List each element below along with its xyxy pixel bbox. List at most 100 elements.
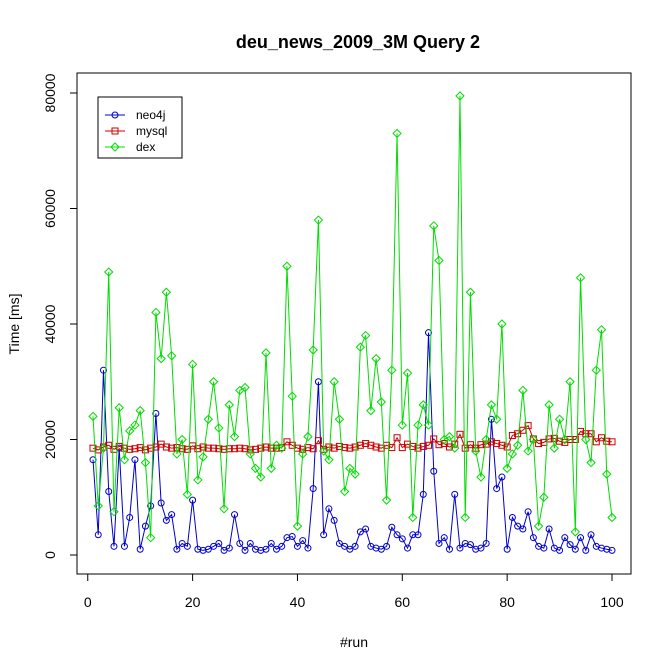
legend-marker-mysql: [111, 127, 119, 135]
data-point-mysql: [262, 443, 270, 451]
data-point-dex: [88, 411, 98, 422]
data-point-mysql: [456, 430, 464, 438]
data-point-mysql: [136, 444, 144, 452]
data-point-mysql: [346, 444, 354, 452]
data-point-dex: [360, 330, 371, 341]
data-point-neo4j: [351, 542, 359, 550]
data-point-neo4j: [388, 523, 396, 531]
data-point-dex: [208, 377, 219, 387]
data-point-neo4j: [257, 546, 265, 554]
data-point-dex: [256, 472, 266, 482]
data-point-dex: [507, 449, 518, 459]
data-point-neo4j: [110, 542, 118, 550]
data-point-neo4j: [598, 544, 606, 552]
data-point-neo4j: [162, 516, 170, 524]
data-point-mysql: [477, 441, 485, 449]
data-point-neo4j: [566, 541, 574, 549]
data-point-dex: [423, 420, 434, 430]
data-point-mysql: [524, 422, 532, 430]
data-point-neo4j: [377, 545, 385, 553]
data-point-dex: [392, 128, 402, 139]
data-point-dex: [591, 365, 601, 375]
x-axis: 0 20 40 60 80 100: [84, 573, 624, 610]
x-tick-label: 20: [185, 594, 201, 610]
legend-marker-dex: [110, 142, 120, 152]
x-tick-label: 80: [499, 594, 515, 610]
data-point-neo4j: [398, 535, 406, 543]
series-dex: [88, 91, 617, 543]
data-point-dex: [114, 403, 124, 413]
legend: neo4j mysql dex: [97, 96, 183, 159]
data-point-mysql: [430, 435, 438, 443]
data-point-neo4j: [493, 485, 501, 493]
data-point-dex: [297, 449, 308, 459]
data-point-dex: [387, 365, 397, 375]
data-point-neo4j: [409, 531, 417, 539]
data-point-neo4j: [231, 511, 239, 519]
data-point-neo4j: [94, 531, 102, 539]
data-point-dex: [402, 368, 413, 378]
data-point-neo4j: [141, 522, 149, 530]
data-point-dex: [339, 486, 350, 497]
data-point-neo4j: [215, 539, 223, 547]
series-layer: [88, 91, 617, 554]
legend-marker-neo4j: [111, 111, 119, 119]
data-point-neo4j: [393, 531, 401, 539]
data-point-neo4j: [278, 542, 286, 550]
data-point-neo4j: [545, 525, 553, 533]
data-point-mysql: [414, 444, 422, 452]
data-point-dex: [266, 463, 276, 474]
data-point-neo4j: [346, 545, 354, 553]
data-point-neo4j: [152, 410, 160, 418]
data-point-dex: [261, 348, 271, 358]
data-point-neo4j: [330, 516, 338, 524]
legend-label-dex: dex: [136, 140, 155, 154]
data-point-mysql: [325, 443, 333, 451]
data-point-dex: [240, 382, 250, 393]
data-point-neo4j: [204, 545, 212, 553]
data-point-dex: [329, 377, 339, 387]
data-point-dex: [282, 261, 292, 271]
data-point-neo4j: [126, 513, 134, 521]
data-point-neo4j: [472, 545, 480, 553]
legend-label-neo4j: neo4j: [136, 108, 165, 122]
data-point-dex: [413, 420, 423, 430]
data-point-mysql: [236, 444, 244, 452]
data-point-neo4j: [99, 366, 107, 374]
data-point-dex: [434, 255, 444, 266]
data-point-dex: [554, 414, 565, 424]
data-point-neo4j: [508, 513, 516, 521]
y-tick-label: 20000: [42, 420, 58, 459]
data-point-dex: [560, 434, 570, 445]
data-point-dex: [109, 506, 119, 517]
data-point-neo4j: [178, 539, 186, 547]
data-point-neo4j: [309, 485, 317, 493]
data-point-dex: [470, 446, 481, 456]
data-point-mysql: [257, 444, 265, 452]
data-point-neo4j: [514, 522, 522, 530]
data-point-mysql: [215, 445, 223, 453]
data-point-dex: [303, 431, 313, 442]
y-tick-label: 0: [42, 551, 58, 559]
data-point-neo4j: [419, 490, 427, 498]
data-point-dex: [450, 443, 460, 453]
series-neo4j: [89, 329, 616, 554]
data-point-mysql: [309, 445, 317, 453]
data-point-neo4j: [503, 545, 511, 553]
data-point-mysql: [141, 446, 149, 454]
data-point-neo4j: [383, 542, 391, 550]
data-point-mysql: [210, 444, 218, 452]
data-point-neo4j: [587, 531, 595, 539]
data-point-dex: [119, 455, 130, 465]
data-point-dex: [135, 405, 145, 416]
data-point-neo4j: [498, 473, 506, 481]
data-point-dex: [355, 342, 366, 352]
data-point-dex: [476, 472, 486, 482]
data-point-neo4j: [451, 490, 459, 498]
data-point-dex: [104, 267, 114, 277]
y-tick-label: 40000: [42, 304, 58, 343]
data-point-dex: [350, 469, 360, 479]
data-point-neo4j: [288, 533, 296, 541]
data-point-dex: [602, 469, 612, 479]
